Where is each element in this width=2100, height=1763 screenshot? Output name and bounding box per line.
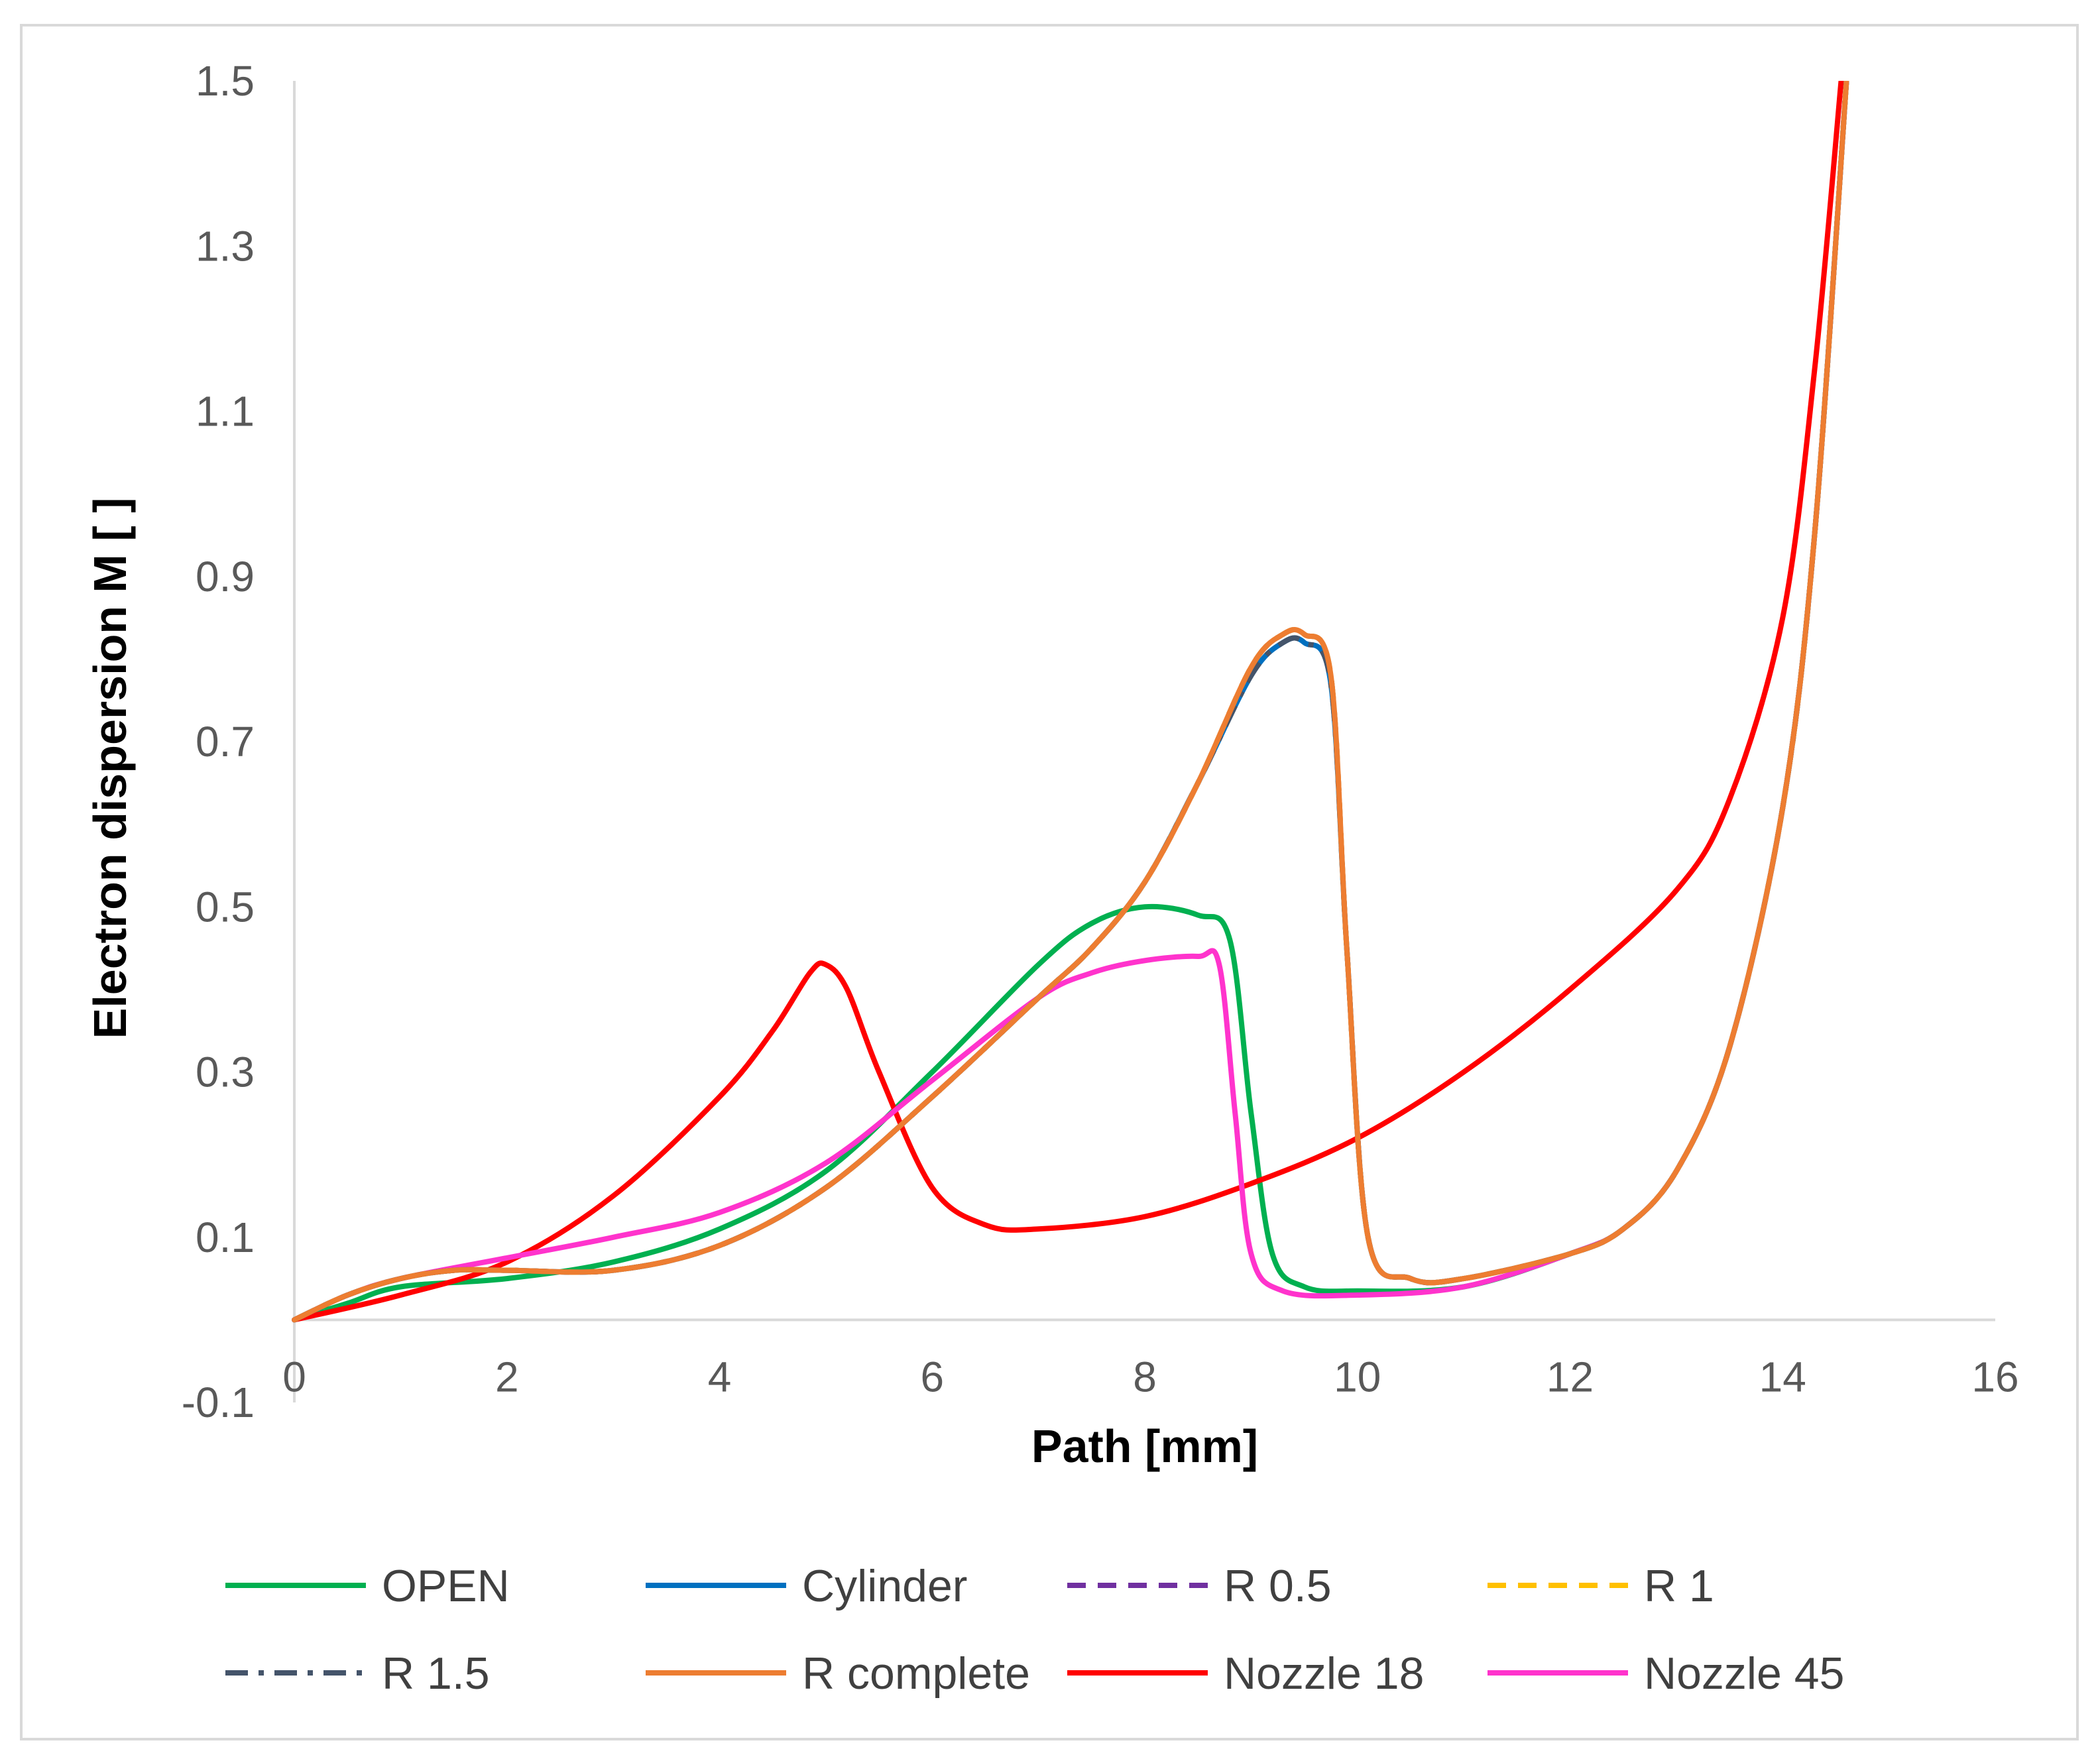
x-tick-label: 14 bbox=[1759, 1353, 1806, 1400]
x-tick-label: 8 bbox=[1133, 1353, 1157, 1400]
x-tick-label: 12 bbox=[1546, 1353, 1594, 1400]
x-axis-title: Path [mm] bbox=[1031, 1420, 1258, 1472]
legend-item-r-1: R 1 bbox=[1488, 1561, 1714, 1611]
chart-frame bbox=[20, 24, 2079, 1740]
x-tick-label: 0 bbox=[282, 1353, 306, 1400]
x-tick-label: 16 bbox=[1971, 1353, 2018, 1400]
x-tick-label: 4 bbox=[708, 1353, 732, 1400]
y-tick-label: 0.9 bbox=[196, 553, 255, 600]
x-tick-label: 6 bbox=[920, 1353, 944, 1400]
legend-item-r-1-5: R 1.5 bbox=[225, 1648, 490, 1699]
series-line-r-0-5 bbox=[293, 81, 1849, 1323]
series-line-r-1-5 bbox=[293, 81, 1849, 1323]
y-tick-label: 0.1 bbox=[196, 1214, 255, 1261]
legend-label: OPEN bbox=[382, 1561, 510, 1611]
legend-label: Nozzle 18 bbox=[1224, 1648, 1424, 1699]
y-tick-label: 1.5 bbox=[196, 57, 255, 105]
x-tick-label: 2 bbox=[495, 1353, 519, 1400]
series-line-nozzle-18 bbox=[292, 81, 1844, 1323]
legend-item-cylinder: Cylinder bbox=[646, 1561, 967, 1611]
legend-label: R 1 bbox=[1644, 1561, 1714, 1611]
legend-label: R 0.5 bbox=[1224, 1561, 1332, 1611]
y-tick-label: 0.7 bbox=[196, 718, 255, 766]
legend-label: Nozzle 45 bbox=[1644, 1648, 1844, 1699]
legend-label: Cylinder bbox=[802, 1561, 967, 1611]
y-axis-title: Electron dispersion M [ ] bbox=[84, 498, 136, 1039]
y-tick-label: 1.3 bbox=[196, 222, 255, 270]
legend-item-nozzle-45: Nozzle 45 bbox=[1488, 1648, 1844, 1699]
series-line-cylinder bbox=[292, 81, 1849, 1323]
legend-item-open: OPEN bbox=[225, 1561, 510, 1611]
legend-item-nozzle-18: Nozzle 18 bbox=[1067, 1648, 1424, 1699]
legend-label: R 1.5 bbox=[382, 1648, 490, 1699]
series-line-nozzle-45 bbox=[292, 81, 1849, 1323]
legend-item-r-0-5: R 0.5 bbox=[1067, 1561, 1332, 1611]
y-tick-label: 1.1 bbox=[196, 388, 255, 435]
axes: -0.1 0.1 0.3 0.5 0.7 0.9 1.1 1.3 1.5 0 2 4 6 8 10 12 14 1… bbox=[182, 57, 2019, 1426]
x-tick-label: 10 bbox=[1334, 1353, 1381, 1400]
legend-label: R complete bbox=[802, 1648, 1030, 1699]
y-tick-label: 0.5 bbox=[196, 883, 255, 931]
legend-item-r-complete: R complete bbox=[646, 1648, 1030, 1699]
series-lines bbox=[292, 81, 1849, 1323]
series-line-r-complete bbox=[292, 81, 1849, 1323]
y-tick-label: 0.3 bbox=[196, 1049, 255, 1096]
series-line-open bbox=[292, 81, 1849, 1323]
legend: OPEN Cylinder R 0.5 R 1 R 1.5 R complete Nozzl… bbox=[225, 1561, 1844, 1699]
y-tick-label: -0.1 bbox=[182, 1379, 255, 1426]
series-line-r-1 bbox=[293, 81, 1849, 1323]
